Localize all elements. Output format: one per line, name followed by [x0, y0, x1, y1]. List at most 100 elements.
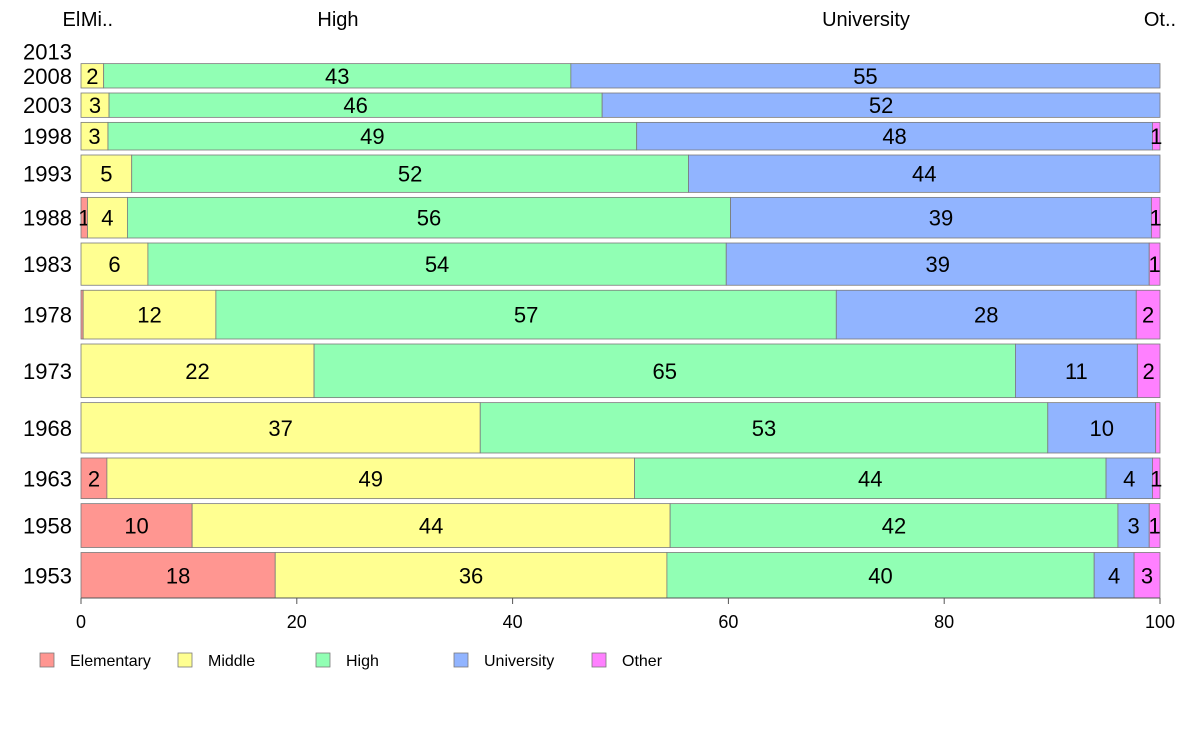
bar-segment-high-1998 [107, 121, 638, 151]
bar-segment-high-2008 [103, 63, 572, 89]
bar-segment-high-1953 [666, 552, 1095, 599]
bar-segment-middle-1958 [191, 503, 671, 548]
legend-label: Middle [208, 653, 255, 670]
data-label: 3 [1127, 514, 1139, 539]
bar-segment-elementary-1963 [80, 457, 108, 500]
bar-segment-middle-1953 [274, 552, 668, 599]
data-label: 36 [459, 563, 483, 588]
legend-swatch [177, 652, 193, 668]
category-label-1968: 1968 [23, 416, 72, 441]
data-label: 2 [86, 64, 98, 89]
bar-segment-other-1983 [1148, 242, 1161, 286]
data-label: 3 [1141, 563, 1153, 588]
bar-segment-other-1978 [1135, 289, 1161, 340]
top-label-other: Ot.. [1144, 9, 1176, 31]
bar-segment-high-1958 [669, 503, 1119, 548]
data-label: 42 [882, 514, 906, 539]
data-label: 40 [868, 563, 892, 588]
data-label: 10 [1089, 416, 1113, 441]
data-label: 52 [398, 162, 422, 187]
bar-segment-high-1993 [131, 154, 689, 193]
data-label: 55 [853, 64, 877, 89]
data-label: 22 [185, 359, 209, 384]
bar-row-2003: 3 46 52 [80, 92, 1161, 118]
data-label: 37 [268, 416, 292, 441]
bar-segment-middle-1998 [80, 121, 109, 151]
bar-segment-high-1973 [313, 343, 1016, 399]
bar-segment-university-1983 [725, 242, 1150, 286]
legend-label: Elementary [70, 653, 151, 670]
legend-label: Other [622, 653, 663, 670]
data-label: 44 [858, 466, 882, 491]
data-label: 2 [88, 466, 100, 491]
bar-row-1993: 5 52 44 [80, 154, 1161, 193]
data-label: 2 [1143, 359, 1155, 384]
data-label: 44 [419, 514, 443, 539]
data-label: 52 [869, 93, 893, 118]
data-label: 57 [514, 303, 538, 328]
bar-segment-other-1958 [1148, 503, 1161, 548]
data-label: 56 [417, 206, 441, 231]
bar-row-1963: 2 49 44 4 1 [80, 457, 1162, 500]
bar-row-1988: 1 4 56 39 1 [78, 196, 1162, 239]
bar-segment-other-1968 [1155, 402, 1161, 454]
data-label: 5 [100, 162, 112, 187]
category-label-1953: 1953 [23, 563, 72, 588]
data-label: 11 [1065, 359, 1088, 384]
category-label-2003: 2003 [23, 93, 72, 118]
data-label: 44 [912, 162, 936, 187]
bar-row-1958: 10 44 42 3 1 [80, 503, 1161, 548]
data-label: 28 [974, 303, 998, 328]
bar-segment-other-1963 [1152, 457, 1161, 500]
data-label: 1 [1150, 124, 1162, 149]
data-label: 12 [137, 303, 161, 328]
legend-swatch [591, 652, 607, 668]
x-tick-label: 100 [1145, 612, 1175, 632]
category-label-1988: 1988 [23, 206, 72, 231]
legend-item-other: Other [591, 652, 663, 670]
data-label: 10 [124, 514, 148, 539]
data-label: 39 [929, 206, 953, 231]
data-label: 1 [1150, 206, 1162, 231]
legend-label: High [346, 653, 379, 670]
legend-swatch [315, 652, 331, 668]
data-label: 1 [1148, 514, 1160, 539]
data-label: 39 [925, 252, 949, 277]
bar-row-2008: 2 43 55 [80, 63, 1161, 89]
bar-segment-high-2003 [108, 92, 603, 118]
category-label-1993: 1993 [23, 162, 72, 187]
data-label: 1 [1150, 466, 1162, 491]
data-label: 3 [89, 93, 101, 118]
category-label-1998: 1998 [23, 124, 72, 149]
legend-swatch [39, 652, 55, 668]
top-label-high: High [317, 9, 358, 31]
top-label-elementary: El.. [63, 9, 92, 31]
legend-item-middle: Middle [177, 652, 255, 670]
category-label-1983: 1983 [23, 252, 72, 277]
bar-segment-university-1963 [1105, 457, 1153, 500]
category-label-1973: 1973 [23, 359, 72, 384]
legend-item-university: University [453, 652, 554, 670]
bar-segment-high-1988 [126, 196, 731, 239]
bar-segment-other-1998 [1152, 121, 1161, 151]
bar-segment-high-1978 [215, 289, 837, 340]
data-label: 54 [425, 252, 449, 277]
bar-row-1998: 3 49 48 1 [80, 121, 1162, 151]
bar-segment-middle-1983 [80, 242, 149, 286]
bar-segment-high-1963 [634, 457, 1107, 500]
data-label: 4 [1108, 563, 1120, 588]
bar-segment-university-1973 [1015, 343, 1138, 399]
category-label-2008: 2008 [23, 64, 72, 89]
bar-row-1973: 22 65 11 2 [80, 343, 1161, 399]
data-label: 18 [166, 563, 190, 588]
data-label: 49 [358, 466, 382, 491]
x-axis: 0 20 40 60 80 100 [76, 597, 1175, 632]
top-label-university: University [822, 9, 910, 31]
bar-segment-middle-1963 [106, 457, 635, 500]
data-label: 6 [108, 252, 120, 277]
bar-segment-university-1988 [730, 196, 1152, 239]
data-label: 46 [343, 93, 367, 118]
bar-segment-high-1968 [479, 402, 1049, 454]
bar-segment-other-1973 [1136, 343, 1161, 399]
